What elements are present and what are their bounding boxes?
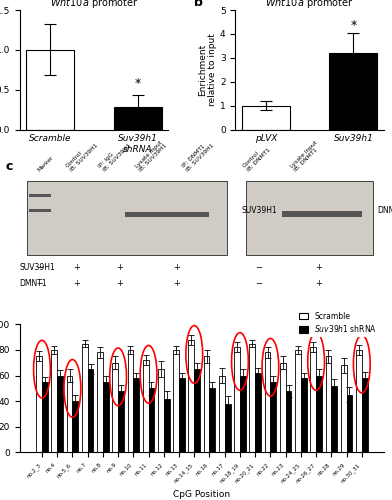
Bar bbox=[255, 373, 261, 452]
Bar bbox=[143, 360, 149, 452]
Bar bbox=[209, 388, 215, 452]
Bar bbox=[286, 391, 291, 452]
Bar bbox=[280, 363, 286, 452]
Text: b: b bbox=[194, 0, 203, 8]
Bar bbox=[97, 352, 103, 452]
Bar bbox=[265, 352, 270, 452]
Text: Lysate Input
IB: DNMT1: Lysate Input IB: DNMT1 bbox=[289, 140, 322, 173]
Text: *: * bbox=[134, 76, 141, 90]
Bar bbox=[316, 376, 322, 452]
Bar bbox=[149, 388, 154, 452]
Bar bbox=[240, 376, 246, 452]
Text: +: + bbox=[315, 279, 322, 288]
Bar bbox=[57, 376, 63, 452]
Text: +: + bbox=[73, 264, 80, 272]
Bar bbox=[113, 363, 118, 452]
Text: −: − bbox=[36, 279, 43, 288]
Text: +: + bbox=[116, 279, 123, 288]
Bar bbox=[341, 366, 347, 452]
FancyBboxPatch shape bbox=[169, 212, 209, 216]
Bar bbox=[42, 382, 48, 452]
FancyBboxPatch shape bbox=[29, 209, 51, 212]
Bar bbox=[362, 378, 368, 452]
Text: +: + bbox=[116, 264, 123, 272]
Bar bbox=[347, 395, 352, 452]
Text: Control
IB: DNMT1: Control IB: DNMT1 bbox=[241, 144, 271, 173]
Bar bbox=[88, 369, 93, 452]
Text: DMNT1: DMNT1 bbox=[20, 279, 47, 288]
Bar bbox=[51, 350, 57, 452]
FancyBboxPatch shape bbox=[282, 211, 362, 216]
Bar bbox=[219, 376, 225, 452]
Text: c: c bbox=[5, 160, 13, 173]
Bar bbox=[242, 106, 290, 130]
Bar bbox=[249, 344, 255, 452]
FancyBboxPatch shape bbox=[125, 212, 169, 216]
Text: −: − bbox=[255, 264, 262, 272]
Legend: Scramble, $Suv39h1$ shRNA: Scramble, $Suv39h1$ shRNA bbox=[296, 309, 380, 338]
Text: *: * bbox=[350, 18, 356, 32]
Bar bbox=[26, 50, 74, 130]
FancyBboxPatch shape bbox=[27, 181, 227, 255]
Text: +: + bbox=[315, 264, 322, 272]
Bar bbox=[194, 369, 200, 452]
Text: SUV39H1: SUV39H1 bbox=[242, 206, 278, 216]
Bar bbox=[158, 369, 164, 452]
Bar bbox=[36, 356, 42, 452]
Text: +: + bbox=[173, 264, 180, 272]
Bar bbox=[82, 344, 88, 452]
Text: IP: IgG
IB: SUV39H1: IP: IgG IB: SUV39H1 bbox=[98, 139, 132, 173]
Text: +: + bbox=[73, 279, 80, 288]
Bar bbox=[179, 378, 185, 452]
Title: DNMT1 ChIP
$Wnt10a$ promoter: DNMT1 ChIP $Wnt10a$ promoter bbox=[50, 0, 138, 10]
Text: Control
IB: SUV39H1: Control IB: SUV39H1 bbox=[65, 139, 99, 173]
Bar bbox=[295, 350, 301, 452]
Y-axis label: Enrichment
relative to input: Enrichment relative to input bbox=[198, 34, 217, 106]
Bar bbox=[329, 53, 377, 130]
Bar bbox=[325, 356, 331, 452]
Bar bbox=[331, 386, 337, 452]
Text: Marker: Marker bbox=[36, 155, 54, 173]
Text: IP: DNMT1
IB: SUV39H1: IP: DNMT1 IB: SUV39H1 bbox=[181, 139, 216, 173]
Bar bbox=[114, 108, 162, 130]
Title: DNMT1 ChIP
$Wnt10a$ promoter: DNMT1 ChIP $Wnt10a$ promoter bbox=[265, 0, 354, 10]
FancyBboxPatch shape bbox=[29, 194, 51, 198]
Text: Lysate Input
IB: SUV39H1: Lysate Input IB: SUV39H1 bbox=[134, 139, 168, 173]
FancyBboxPatch shape bbox=[246, 181, 373, 255]
Bar bbox=[270, 382, 276, 452]
Bar bbox=[234, 348, 240, 453]
Text: −: − bbox=[255, 279, 262, 288]
Bar bbox=[301, 378, 307, 452]
Bar bbox=[67, 376, 73, 452]
X-axis label: CpG Position: CpG Position bbox=[173, 490, 230, 498]
Text: −: − bbox=[36, 264, 43, 272]
Bar bbox=[73, 401, 78, 452]
Bar bbox=[164, 398, 170, 452]
Bar bbox=[127, 350, 133, 452]
Bar bbox=[103, 382, 109, 452]
Bar bbox=[356, 350, 362, 452]
Bar bbox=[118, 391, 124, 452]
Bar bbox=[189, 340, 194, 452]
Bar bbox=[133, 378, 139, 452]
Text: +: + bbox=[173, 279, 180, 288]
Text: DNMT1: DNMT1 bbox=[377, 206, 392, 216]
Bar bbox=[225, 404, 230, 452]
Text: SUV39H1: SUV39H1 bbox=[20, 264, 55, 272]
Bar bbox=[310, 348, 316, 453]
Bar bbox=[204, 356, 209, 452]
Bar bbox=[173, 350, 179, 452]
